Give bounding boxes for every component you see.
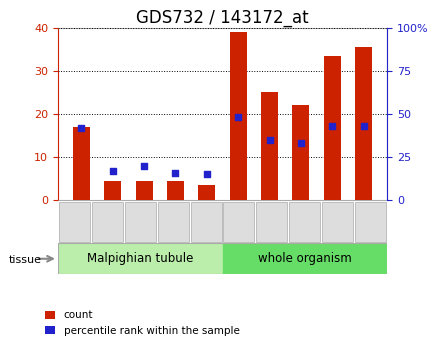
- FancyBboxPatch shape: [125, 202, 156, 242]
- FancyBboxPatch shape: [223, 202, 255, 242]
- Bar: [73, 127, 90, 200]
- FancyBboxPatch shape: [355, 202, 386, 242]
- Bar: [261, 92, 278, 200]
- FancyBboxPatch shape: [190, 202, 222, 242]
- Point: [235, 115, 242, 120]
- Point: [329, 123, 336, 129]
- Bar: [167, 181, 184, 200]
- Bar: [324, 56, 341, 200]
- FancyBboxPatch shape: [289, 202, 320, 242]
- Point: [78, 125, 85, 130]
- FancyBboxPatch shape: [256, 202, 287, 242]
- Text: tissue: tissue: [9, 256, 42, 265]
- Text: whole organism: whole organism: [258, 252, 352, 265]
- Bar: [136, 181, 153, 200]
- FancyBboxPatch shape: [92, 202, 123, 242]
- Bar: [104, 181, 121, 200]
- Text: Malpighian tubule: Malpighian tubule: [87, 252, 194, 265]
- Bar: [355, 47, 372, 200]
- Legend: count, percentile rank within the sample: count, percentile rank within the sample: [41, 306, 244, 340]
- Bar: [58, 243, 222, 274]
- FancyBboxPatch shape: [158, 202, 189, 242]
- Bar: [292, 105, 309, 200]
- Bar: [222, 243, 387, 274]
- Point: [141, 163, 148, 168]
- Point: [360, 123, 367, 129]
- FancyBboxPatch shape: [322, 202, 353, 242]
- Point: [203, 171, 210, 177]
- Point: [266, 137, 273, 142]
- Bar: [198, 185, 215, 200]
- Point: [109, 168, 116, 174]
- Bar: [230, 32, 247, 200]
- Point: [297, 140, 304, 146]
- FancyBboxPatch shape: [59, 202, 90, 242]
- Text: GDS732 / 143172_at: GDS732 / 143172_at: [136, 9, 309, 27]
- Point: [172, 170, 179, 175]
